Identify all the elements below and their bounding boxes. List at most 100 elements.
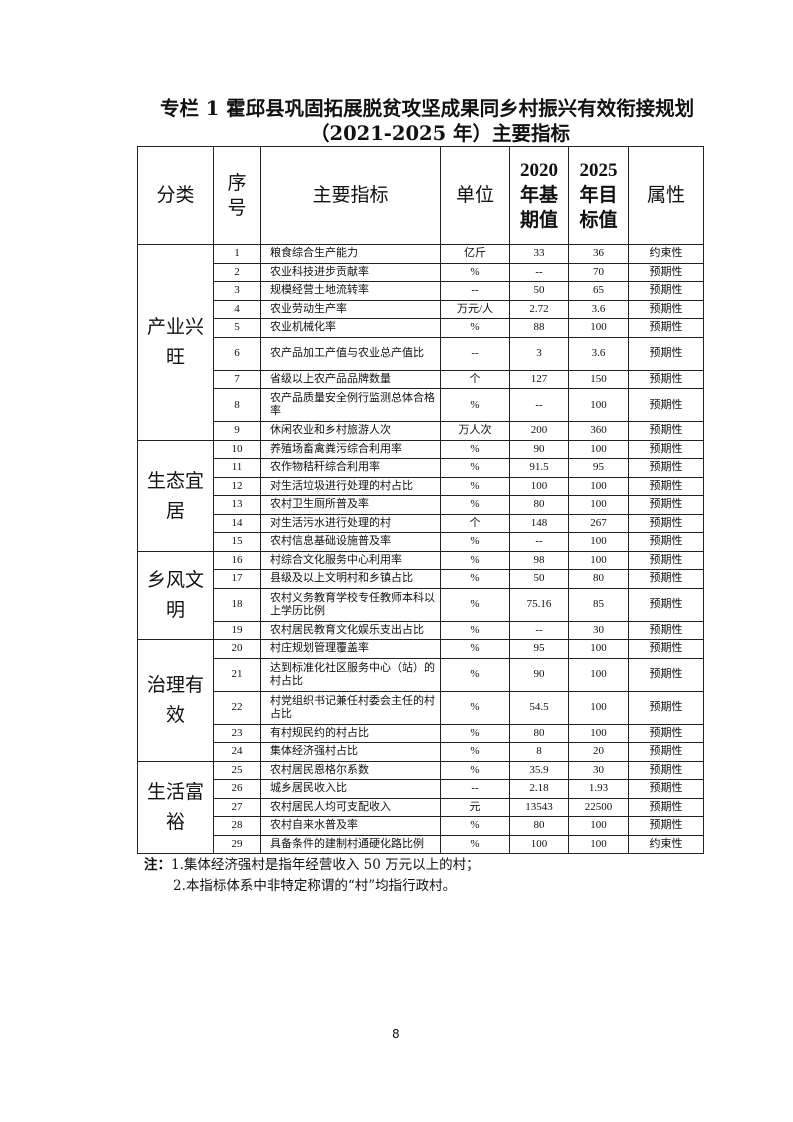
target-value-cell: 85 — [568, 587, 629, 622]
seq-cell: 2 — [213, 262, 261, 282]
unit-cell: % — [440, 495, 510, 515]
header-seq: 序号 — [213, 146, 261, 245]
attribute-cell: 约束性 — [628, 244, 704, 264]
target-value-cell: 100 — [568, 657, 629, 692]
table-row: 11 农作物秸秆综合利用率% 91.5 95 预期性 — [138, 458, 704, 478]
target-value-cell: 30 — [568, 620, 629, 640]
base-value-cell: 100 — [509, 834, 569, 854]
indicator-cell: 农业科技进步贡献率 — [260, 262, 441, 282]
indicator-cell: 集体经济强村占比 — [260, 742, 441, 762]
target-value-cell: 100 — [568, 476, 629, 496]
seq-cell: 19 — [213, 620, 261, 640]
base-value-cell: 80 — [509, 723, 569, 743]
header-indicator: 主要指标 — [260, 146, 441, 245]
unit-cell: 亿斤 — [440, 244, 510, 264]
base-value-cell: 35.9 — [509, 760, 569, 780]
seq-cell: 25 — [213, 760, 261, 780]
base-value-cell: 88 — [509, 318, 569, 338]
seq-cell: 26 — [213, 779, 261, 799]
indicator-cell: 农村居民人均可支配收入 — [260, 797, 441, 817]
indicator-cell: 农产品质量安全例行监测总体合格率 — [260, 388, 441, 422]
table-row: 乡风文明 16 村综合文化服务中心利用率% 98 100 预期性 — [137, 550, 704, 640]
unit-cell: % — [440, 476, 510, 496]
base-value-cell: -- — [509, 532, 569, 552]
indicator-cell: 农村居民恩格尔系数 — [260, 760, 441, 780]
indicator-cell: 对生活垃圾进行处理的村占比 — [260, 476, 441, 496]
unit-cell: 万人次 — [440, 421, 510, 441]
indicator-cell: 农村义务教育学校专任教师本科以上学历比例 — [260, 587, 441, 622]
target-value-cell: 100 — [568, 495, 629, 515]
base-value-cell: 127 — [509, 369, 569, 389]
indicator-cell: 农村自来水普及率 — [260, 816, 441, 836]
unit-cell: % — [440, 620, 510, 640]
target-value-cell: 65 — [568, 281, 629, 301]
base-value-cell: -- — [509, 262, 569, 282]
attribute-cell: 预期性 — [628, 742, 704, 762]
target-value-cell: 360 — [568, 421, 629, 441]
seq-cell: 18 — [213, 587, 261, 622]
unit-cell: % — [440, 690, 510, 725]
table-row: 19 农村居民教育文化娱乐支出占比% -- 30 预期性 — [138, 620, 704, 640]
base-value-cell: 8 — [509, 742, 569, 762]
base-value-cell: 98 — [509, 550, 569, 570]
attribute-cell: 预期性 — [628, 318, 704, 338]
unit-cell: % — [440, 760, 510, 780]
indicator-cell: 村庄规划管理覆盖率 — [260, 639, 441, 659]
indicator-cell: 具备条件的建制村通硬化路比例 — [260, 834, 441, 854]
seq-cell: 20 — [213, 639, 261, 659]
target-value-cell: 36 — [568, 244, 629, 264]
unit-cell: 个 — [440, 369, 510, 389]
table-row: 2 农业科技进步贡献率% -- 70 预期性 — [138, 262, 704, 282]
category-cell: 治理有效 — [137, 639, 214, 762]
target-value-cell: 100 — [568, 318, 629, 338]
indicator-cell: 县级及以上文明村和乡镇占比 — [260, 569, 441, 589]
seq-cell: 24 — [213, 742, 261, 762]
unit-cell: % — [440, 816, 510, 836]
target-value-cell: 267 — [568, 513, 629, 533]
base-value-cell: 100 — [509, 476, 569, 496]
base-value-cell: 33 — [509, 244, 569, 264]
base-value-cell: 200 — [509, 421, 569, 441]
base-value-cell: 80 — [509, 495, 569, 515]
category-cell: 产业兴旺 — [137, 244, 214, 441]
indicator-cell: 对生活污水进行处理的村 — [260, 513, 441, 533]
table-row: 生活富裕 25 农村居民恩格尔系数% 35.9 30 预期性 — [137, 760, 704, 854]
unit-cell: % — [440, 458, 510, 478]
indicator-cell: 农村居民教育文化娱乐支出占比 — [260, 620, 441, 640]
seq-cell: 17 — [213, 569, 261, 589]
target-value-cell: 70 — [568, 262, 629, 282]
base-value-cell: 90 — [509, 657, 569, 692]
attribute-cell: 预期性 — [628, 336, 704, 371]
attribute-cell: 预期性 — [628, 281, 704, 301]
table-row: 8 农产品质量安全例行监测总体合格率% -- 100 预期性 — [138, 388, 704, 422]
base-value-cell: 54.5 — [509, 690, 569, 725]
seq-cell: 9 — [213, 421, 261, 441]
base-value-cell: -- — [509, 388, 569, 422]
indicator-cell: 农村信息基础设施普及率 — [260, 532, 441, 552]
seq-cell: 12 — [213, 476, 261, 496]
seq-cell: 4 — [213, 299, 261, 319]
indicator-cell: 休闲农业和乡村旅游人次 — [260, 421, 441, 441]
page-number: 8 — [392, 1027, 400, 1041]
indicator-cell: 村综合文化服务中心利用率 — [260, 550, 441, 570]
table-row: 7 省级以上农产品品牌数量个 127 150 预期性 — [138, 369, 704, 389]
attribute-cell: 预期性 — [628, 299, 704, 319]
table-row: 28 农村自来水普及率% 80 100 预期性 — [138, 816, 704, 836]
attribute-cell: 预期性 — [628, 779, 704, 799]
indicator-cell: 农村卫生厕所普及率 — [260, 495, 441, 515]
notes: 注：1.集体经济强村是指年经营收入 50 万元以上的村； 2.本指标体系中非特定… — [144, 855, 480, 897]
target-value-cell: 150 — [568, 369, 629, 389]
unit-cell: 万元/人 — [440, 299, 510, 319]
table-row: 12 对生活垃圾进行处理的村占比% 100 100 预期性 — [138, 476, 704, 496]
unit-cell: -- — [440, 281, 510, 301]
target-value-cell: 100 — [568, 816, 629, 836]
seq-cell: 13 — [213, 495, 261, 515]
indicator-cell: 规模经营土地流转率 — [260, 281, 441, 301]
seq-cell: 1 — [213, 244, 261, 264]
target-value-cell: 1.93 — [568, 779, 629, 799]
table-row: 治理有效 20 村庄规划管理覆盖率% 95 100 预期性 — [137, 639, 704, 762]
attribute-cell: 预期性 — [628, 388, 704, 422]
table-row: 21 达到标准化社区服务中心（站）的村占比% 90 100 预期性 — [138, 657, 704, 692]
base-value-cell: 50 — [509, 569, 569, 589]
target-value-cell: 3.6 — [568, 299, 629, 319]
